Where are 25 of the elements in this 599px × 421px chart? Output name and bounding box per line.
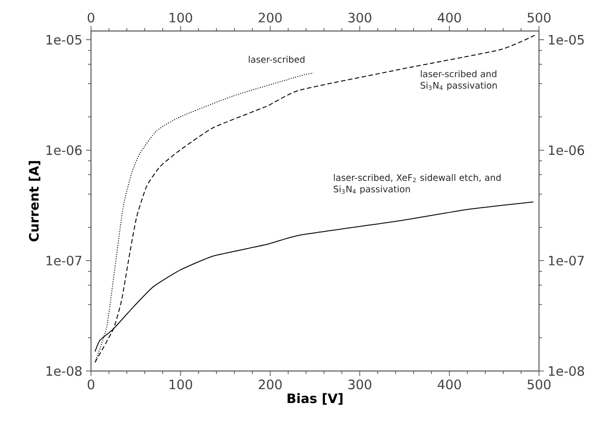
- x-tick-label: 300: [348, 380, 372, 390]
- series-label: laser-scribed and Si$_{3}$N$_{4}$ passivation: [420, 70, 497, 90]
- text: 1e-07: [548, 256, 584, 266]
- x-tick-label: 200: [258, 380, 282, 390]
- x-tick-label: 500: [528, 380, 550, 390]
- x2-tick-label: 0: [88, 12, 94, 22]
- x2-tick-label: 200: [258, 12, 282, 22]
- x-tick-label: 0: [88, 380, 94, 390]
- y-tick-label: 1e-06: [46, 145, 82, 156]
- x-tick-label: 400: [438, 380, 461, 390]
- text: 1e-08: [548, 366, 584, 376]
- text: 1e-05: [548, 34, 584, 45]
- x2-tick-label: 400: [438, 12, 461, 22]
- text: laser-scribed, XeF$_{2}$ sidewall etch, and Si$_{3}$N$_{4}$ passivation: [334, 174, 501, 194]
- x2-tick-label: 100: [170, 12, 192, 22]
- x-tick-label: 100: [170, 380, 192, 390]
- y-tick-label: 1e-05: [46, 34, 82, 45]
- y-tick-label: 1e-08: [46, 366, 82, 376]
- y-axis-title: Current [A]: [28, 161, 40, 242]
- x2-tick-label: 500: [528, 12, 550, 22]
- y-tick-label: 1e-07: [46, 256, 82, 266]
- x-axis-title: Bias [V]: [288, 393, 342, 405]
- x2-tick-label: 300: [348, 12, 372, 22]
- series-label: laser-scribed: [248, 56, 304, 63]
- text: 1e-06: [548, 145, 584, 156]
